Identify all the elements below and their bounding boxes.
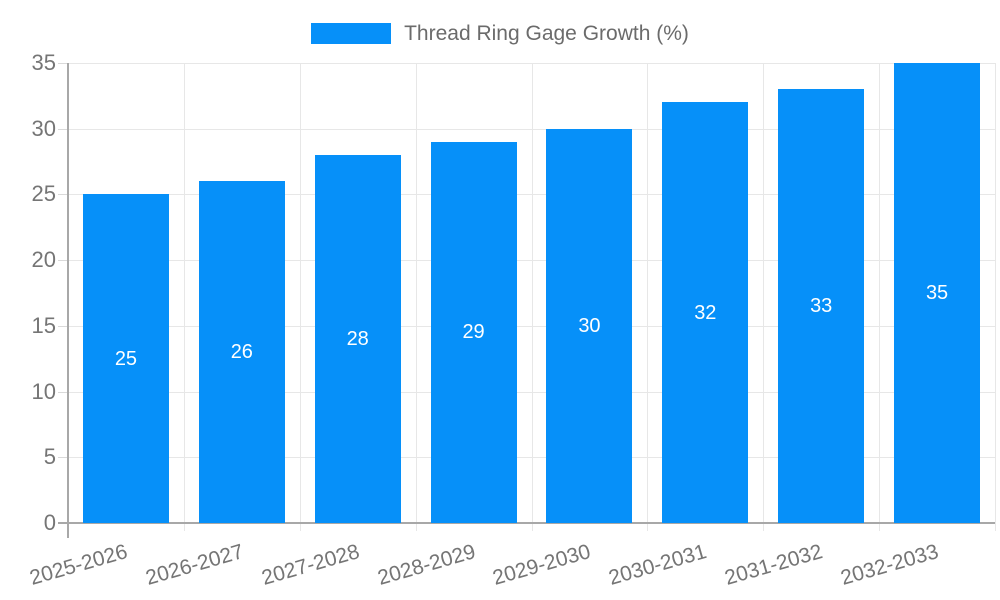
y-axis-tick-label: 20 bbox=[31, 247, 56, 273]
bar[interactable]: 26 bbox=[198, 181, 285, 523]
y-axis-tick-label: 25 bbox=[31, 181, 56, 207]
bar[interactable]: 29 bbox=[430, 141, 517, 523]
y-axis-tick-label: 15 bbox=[31, 312, 56, 338]
bar-value-label: 30 bbox=[578, 314, 601, 337]
y-axis-line bbox=[67, 63, 69, 538]
bar[interactable]: 32 bbox=[662, 102, 749, 523]
x-gridline bbox=[763, 63, 765, 531]
x-gridline bbox=[995, 63, 996, 531]
y-tick-mark bbox=[58, 260, 68, 262]
bar-value-label: 28 bbox=[346, 328, 369, 350]
y-axis-tick-label: 10 bbox=[31, 378, 56, 404]
x-gridline bbox=[183, 63, 185, 531]
y-axis-tick-label: 5 bbox=[43, 444, 56, 470]
bar[interactable]: 30 bbox=[546, 128, 633, 523]
x-axis-line bbox=[58, 522, 995, 524]
bar-value-label: 35 bbox=[925, 282, 949, 304]
bar-value-label: 25 bbox=[114, 347, 138, 370]
x-gridline bbox=[879, 63, 881, 531]
y-tick-mark bbox=[58, 325, 68, 327]
bar-value-label: 32 bbox=[694, 301, 717, 324]
x-gridline bbox=[415, 63, 417, 531]
y-tick-mark bbox=[58, 63, 68, 64]
bar-value-label: 26 bbox=[230, 341, 253, 364]
bar[interactable]: 33 bbox=[778, 89, 865, 523]
bar-value-label: 33 bbox=[810, 295, 833, 318]
y-tick-mark bbox=[58, 391, 68, 393]
x-gridline bbox=[647, 63, 649, 531]
y-tick-mark bbox=[58, 128, 68, 130]
bar[interactable]: 28 bbox=[314, 155, 401, 523]
x-gridline bbox=[299, 63, 301, 531]
y-axis-tick-label: 35 bbox=[31, 50, 56, 75]
bar-value-label: 29 bbox=[462, 321, 485, 344]
y-tick-mark bbox=[58, 194, 68, 196]
bar[interactable]: 35 bbox=[894, 63, 981, 523]
y-tick-mark bbox=[58, 457, 68, 459]
legend[interactable]: Thread Ring Gage Growth (%) bbox=[0, 20, 1000, 46]
legend-label: Thread Ring Gage Growth (%) bbox=[404, 21, 689, 45]
x-gridline bbox=[531, 63, 533, 531]
legend-swatch bbox=[311, 22, 392, 44]
bar[interactable]: 25 bbox=[82, 194, 169, 523]
y-axis-tick-label: 30 bbox=[31, 115, 56, 141]
y-axis-tick-label: 0 bbox=[43, 510, 56, 535]
